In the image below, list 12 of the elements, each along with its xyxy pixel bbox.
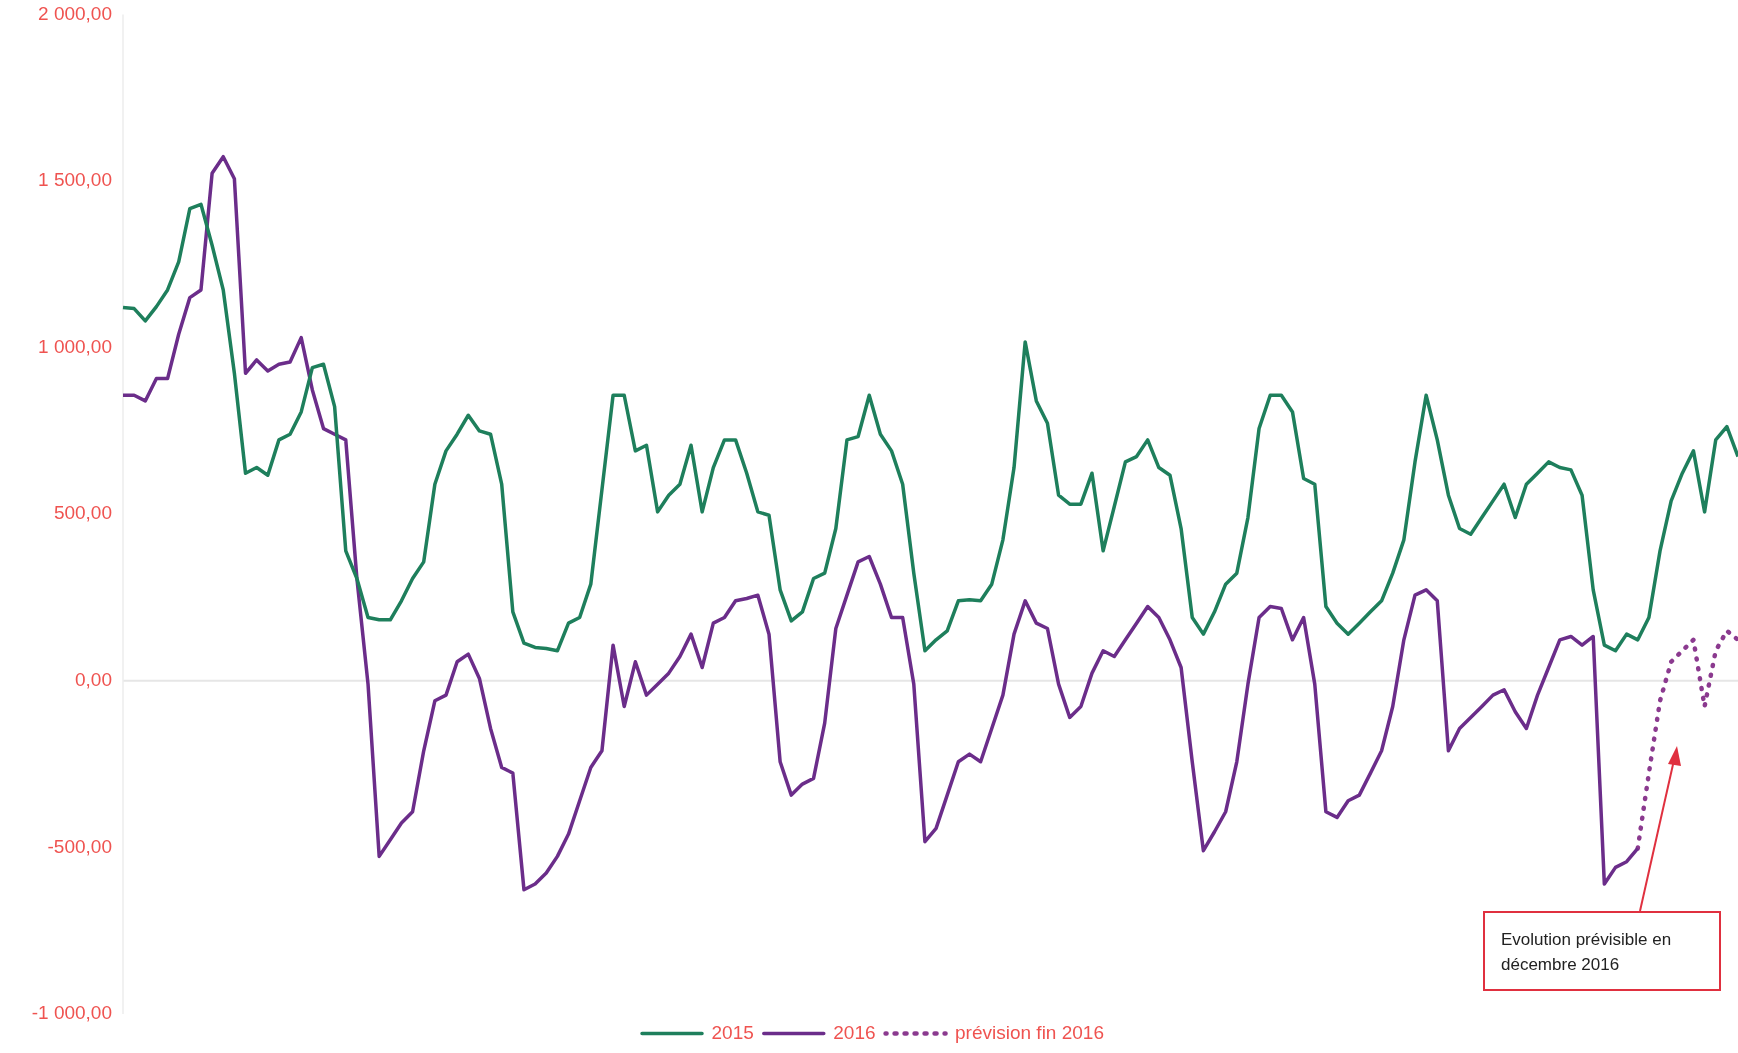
legend-label: prévision fin 2016 (955, 1021, 1104, 1043)
y-tick-label: 1 000,00 (38, 335, 112, 357)
callout-box: Evolution prévisible en décembre 2016 (1483, 911, 1721, 991)
y-tick-label: 1 500,00 (38, 169, 112, 191)
line-series (1635, 628, 1738, 851)
y-tick-label: 0,00 (75, 669, 112, 691)
y-tick-label: 500,00 (53, 502, 112, 524)
y-tick-label: 2 000,00 (38, 2, 112, 24)
y-tick-label: -1 000,00 (31, 1002, 112, 1024)
y-tick-label: -500,00 (47, 835, 112, 857)
legend-label: 2015 (711, 1021, 754, 1043)
legend-label: 2016 (833, 1021, 876, 1043)
